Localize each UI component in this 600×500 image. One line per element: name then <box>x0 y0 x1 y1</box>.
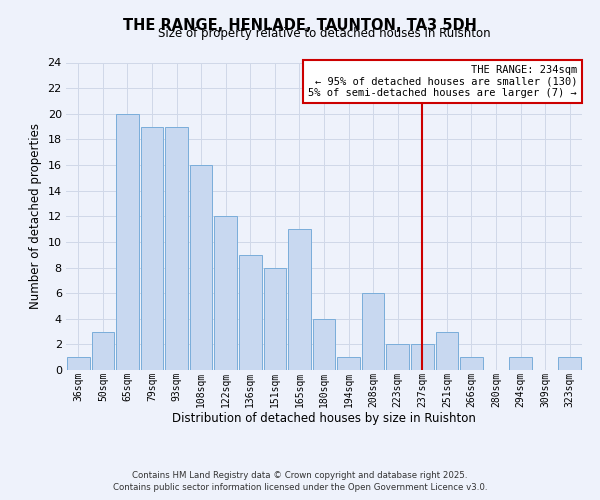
Bar <box>190 165 212 370</box>
Title: Size of property relative to detached houses in Ruishton: Size of property relative to detached ho… <box>158 28 490 40</box>
Bar <box>288 229 311 370</box>
Bar <box>362 293 385 370</box>
Bar <box>239 254 262 370</box>
Bar <box>92 332 114 370</box>
Bar <box>460 357 483 370</box>
Bar <box>436 332 458 370</box>
Bar <box>140 126 163 370</box>
Bar <box>165 126 188 370</box>
Text: THE RANGE: 234sqm
← 95% of detached houses are smaller (130)
5% of semi-detached: THE RANGE: 234sqm ← 95% of detached hous… <box>308 65 577 98</box>
Text: Contains HM Land Registry data © Crown copyright and database right 2025.
Contai: Contains HM Land Registry data © Crown c… <box>113 471 487 492</box>
Bar <box>386 344 409 370</box>
Bar <box>337 357 360 370</box>
Bar <box>509 357 532 370</box>
X-axis label: Distribution of detached houses by size in Ruishton: Distribution of detached houses by size … <box>172 412 476 425</box>
Bar <box>263 268 286 370</box>
Bar <box>559 357 581 370</box>
Bar <box>214 216 237 370</box>
Y-axis label: Number of detached properties: Number of detached properties <box>29 123 42 309</box>
Bar <box>116 114 139 370</box>
Bar <box>411 344 434 370</box>
Bar <box>313 319 335 370</box>
Bar <box>67 357 89 370</box>
Text: THE RANGE, HENLADE, TAUNTON, TA3 5DH: THE RANGE, HENLADE, TAUNTON, TA3 5DH <box>123 18 477 32</box>
